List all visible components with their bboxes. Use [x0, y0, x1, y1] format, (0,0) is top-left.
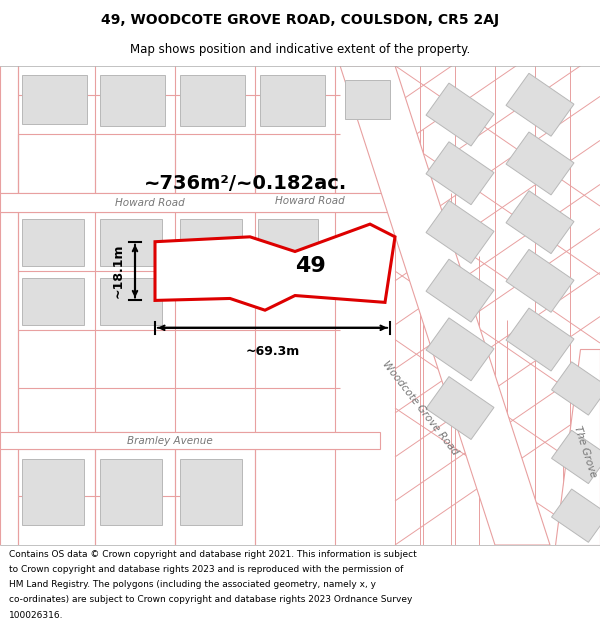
Polygon shape — [258, 219, 318, 266]
Polygon shape — [22, 76, 87, 124]
Polygon shape — [426, 83, 494, 146]
Text: Map shows position and indicative extent of the property.: Map shows position and indicative extent… — [130, 42, 470, 56]
Polygon shape — [345, 80, 390, 119]
Text: HM Land Registry. The polygons (including the associated geometry, namely x, y: HM Land Registry. The polygons (includin… — [9, 580, 376, 589]
Text: co-ordinates) are subject to Crown copyright and database rights 2023 Ordnance S: co-ordinates) are subject to Crown copyr… — [9, 596, 412, 604]
Polygon shape — [426, 318, 494, 381]
Polygon shape — [100, 219, 162, 266]
Polygon shape — [506, 249, 574, 312]
Polygon shape — [506, 132, 574, 195]
Polygon shape — [506, 191, 574, 254]
Polygon shape — [260, 76, 325, 126]
Text: 49, WOODCOTE GROVE ROAD, COULSDON, CR5 2AJ: 49, WOODCOTE GROVE ROAD, COULSDON, CR5 2… — [101, 12, 499, 27]
Polygon shape — [506, 73, 574, 136]
Polygon shape — [100, 459, 162, 526]
Polygon shape — [0, 432, 380, 449]
Text: Howard Road: Howard Road — [275, 196, 345, 206]
Polygon shape — [551, 362, 600, 415]
Polygon shape — [155, 224, 395, 310]
Text: Howard Road: Howard Road — [115, 198, 185, 208]
Text: Contains OS data © Crown copyright and database right 2021. This information is : Contains OS data © Crown copyright and d… — [9, 550, 417, 559]
Polygon shape — [180, 459, 242, 526]
Polygon shape — [426, 377, 494, 439]
Polygon shape — [426, 259, 494, 322]
Text: to Crown copyright and database rights 2023 and is reproduced with the permissio: to Crown copyright and database rights 2… — [9, 565, 403, 574]
Polygon shape — [426, 142, 494, 205]
Polygon shape — [22, 219, 84, 266]
Polygon shape — [551, 430, 600, 484]
Polygon shape — [426, 201, 494, 263]
Text: ~18.1m: ~18.1m — [112, 244, 125, 298]
Polygon shape — [506, 308, 574, 371]
Polygon shape — [22, 459, 84, 526]
Polygon shape — [551, 489, 600, 542]
Polygon shape — [0, 192, 420, 213]
Text: The Grove: The Grove — [572, 425, 598, 479]
Polygon shape — [180, 76, 245, 126]
Polygon shape — [180, 219, 242, 266]
Text: ~736m²/~0.182ac.: ~736m²/~0.182ac. — [143, 174, 347, 192]
Polygon shape — [555, 349, 600, 545]
Text: ~69.3m: ~69.3m — [245, 346, 299, 358]
Text: 49: 49 — [295, 256, 325, 276]
Polygon shape — [100, 76, 165, 126]
Polygon shape — [340, 66, 550, 545]
Text: Bramley Avenue: Bramley Avenue — [127, 436, 213, 446]
Text: 100026316.: 100026316. — [9, 611, 64, 619]
Text: Woodcote Grove Road: Woodcote Grove Road — [380, 359, 460, 457]
Polygon shape — [100, 278, 162, 325]
Polygon shape — [22, 278, 84, 325]
